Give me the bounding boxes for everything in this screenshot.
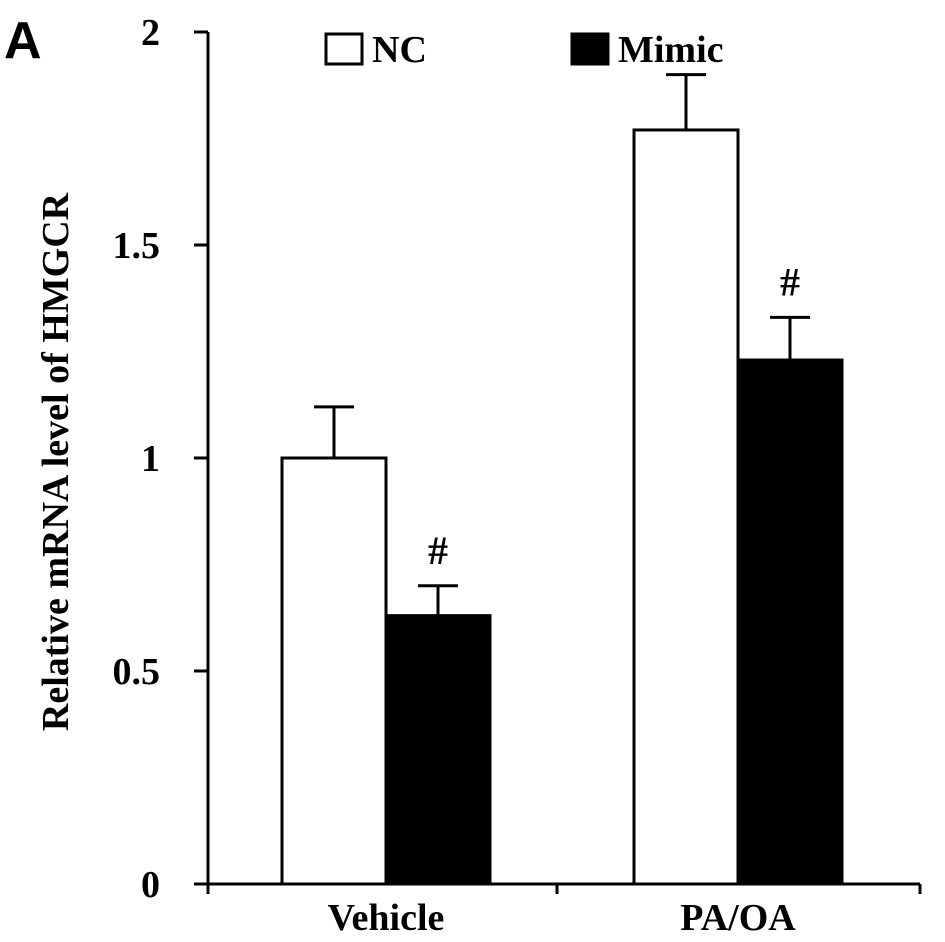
y-tick-label: 0.5 xyxy=(113,651,161,693)
y-axis-label-group: Relative mRNA level of HMGCR xyxy=(35,192,77,731)
y-tick-label: 1 xyxy=(141,438,160,480)
y-tick-label: 2 xyxy=(141,12,160,54)
significance-mark: # xyxy=(780,259,800,304)
y-tick-label: 0 xyxy=(141,864,160,906)
bar-mimic-1 xyxy=(736,358,844,886)
legend-label-mimic: Mimic xyxy=(618,29,724,71)
y-axis-label: Relative mRNA level of HMGCR xyxy=(35,192,77,731)
bar-mimic-0 xyxy=(384,614,492,886)
bar-nc-1 xyxy=(632,128,740,886)
significance-mark: # xyxy=(428,528,448,573)
bar-nc-0 xyxy=(280,456,388,886)
legend-label-nc: NC xyxy=(372,29,427,71)
legend-swatch-mimic xyxy=(570,32,610,66)
legend: NC Mimic xyxy=(324,29,724,71)
axes-group: 0 0.5 1 1.5 2 Vehicle PA/OA xyxy=(113,12,922,939)
x-tick-label: PA/OA xyxy=(680,897,796,939)
legend-swatch-nc xyxy=(324,32,364,66)
x-tick-label: Vehicle xyxy=(328,897,445,939)
panel-label: A xyxy=(4,12,42,70)
bars-group: ## xyxy=(280,73,844,886)
y-tick-label: 1.5 xyxy=(113,225,161,267)
